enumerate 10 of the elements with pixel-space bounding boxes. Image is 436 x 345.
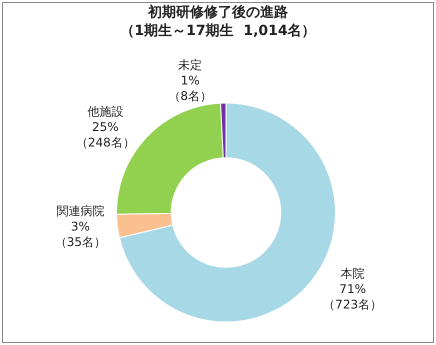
slice-label: 未定	[178, 58, 202, 72]
data-label: 1% （8名）	[168, 73, 212, 104]
chart-title: 初期研修修了後の進路	[147, 4, 288, 21]
data-label: 3% （35名）	[54, 219, 106, 249]
chart-subtitle: （1期生～17期生 1,014名）	[120, 22, 316, 39]
slice-label: 他施設	[87, 104, 124, 118]
data-label: 25% （248名）	[76, 120, 135, 150]
slice-label: 本院	[340, 266, 365, 281]
slice-label: 関連病院	[56, 204, 104, 218]
data-label: 71% （723名）	[323, 282, 382, 312]
